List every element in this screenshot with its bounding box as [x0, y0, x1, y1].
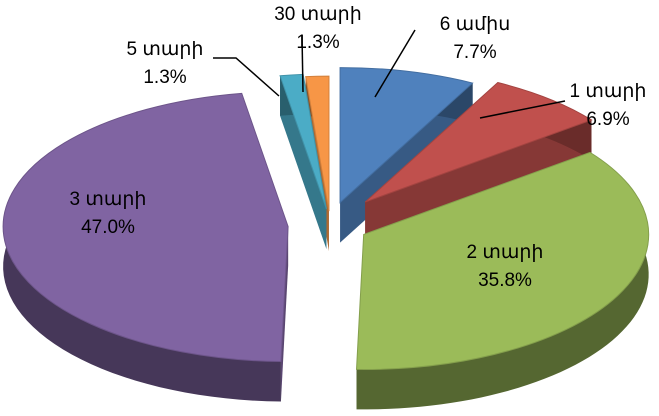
- slice-category-label: 30 տարի: [274, 4, 362, 25]
- leader-line: [374, 29, 416, 98]
- pie-slice: [339, 67, 474, 204]
- leader-line: [213, 57, 280, 97]
- slice-value-label: 1.3%: [143, 67, 186, 88]
- slice-side-wall: [365, 119, 592, 243]
- slice-value-label: 7.7%: [453, 42, 496, 63]
- slice-side-wall: [280, 226, 289, 402]
- pie-slice: [355, 151, 650, 370]
- leader-line: [301, 34, 304, 93]
- slice-side-wall: [280, 75, 327, 249]
- slice-value-label: 47.0%: [81, 217, 135, 238]
- slice-category-label: 1 տարի: [570, 81, 647, 102]
- pie-slice: [364, 81, 593, 203]
- pie-slice: [305, 75, 330, 212]
- slice-value-label: 1.3%: [296, 32, 339, 53]
- slice-category-label: 6 ամիս: [440, 14, 510, 35]
- data-labels: 6 ամիս 7.7% 1 տարի 6.9% 2 տարի 35.8% 3 տարի 47.…: [70, 4, 647, 291]
- slice-value-label: 35.8%: [478, 270, 532, 291]
- slice-tops: [2, 67, 650, 370]
- leader-lines: [213, 29, 566, 119]
- slice-category-label: 5 տարի: [127, 39, 204, 60]
- pie-slice: [2, 92, 289, 363]
- slice-category-label: 3 տարի: [70, 189, 147, 210]
- slice-outer-side: [356, 152, 649, 410]
- leader-line: [479, 100, 566, 119]
- slice-value-label: 6.9%: [586, 109, 629, 130]
- slice-category-label: 2 տարի: [467, 242, 544, 263]
